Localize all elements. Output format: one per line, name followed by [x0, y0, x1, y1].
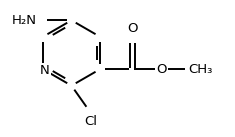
Text: O: O: [157, 63, 167, 76]
Text: CH₃: CH₃: [188, 63, 212, 76]
Text: O: O: [127, 22, 138, 35]
Text: N: N: [40, 64, 50, 77]
Text: H₂N: H₂N: [12, 14, 37, 27]
Text: Cl: Cl: [85, 115, 98, 128]
